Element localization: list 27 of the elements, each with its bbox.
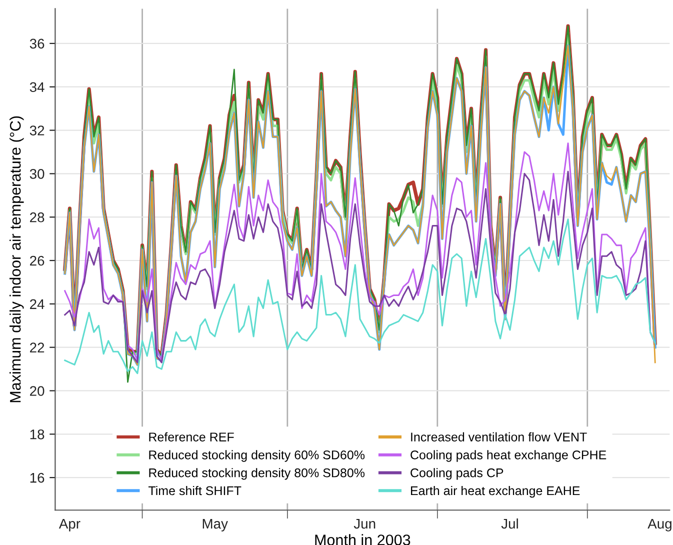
y-axis-title: Maximum daily indoor air temperature (°C): [10, 116, 24, 402]
legend-label: Increased ventilation flow VENT: [411, 432, 587, 442]
y-tick-label: 18: [30, 429, 44, 440]
x-tick-label: Jul: [501, 518, 518, 529]
legend-label: Time shift SHIFT: [148, 486, 242, 496]
line-series: [64, 218, 656, 374]
legend-label: Reduced stocking density 60% SD60%: [149, 450, 365, 462]
y-tick-label: 22: [30, 342, 44, 352]
x-tick-label: Apr: [58, 518, 80, 532]
x-tick-label: May: [202, 518, 228, 532]
x-tick-label: Jun: [354, 518, 376, 529]
y-tick-label: 30: [30, 169, 44, 179]
y-tick-label: 36: [30, 38, 44, 49]
legend-label: Cooling pads CP: [410, 468, 504, 480]
y-tick-label: 24: [30, 299, 44, 309]
y-tick-label: 34: [30, 82, 44, 92]
legend-label: Reduced stocking density 80% SD80%: [149, 468, 365, 480]
y-tick-label: 28: [30, 212, 44, 222]
y-tick-label: 16: [30, 472, 44, 483]
y-tick-label: 20: [30, 386, 44, 396]
x-tick-label: Aug: [648, 518, 672, 532]
legend-label: Cooling pads heat exchange CPHE: [410, 450, 606, 462]
y-tick-label: 26: [30, 256, 44, 266]
x-axis-title: Month in 2003: [315, 534, 410, 545]
legend-label: Reference REF: [149, 432, 234, 442]
legend-label: Earth air heat exchange EAHE: [411, 486, 580, 498]
y-tick-label: 32: [30, 126, 44, 136]
